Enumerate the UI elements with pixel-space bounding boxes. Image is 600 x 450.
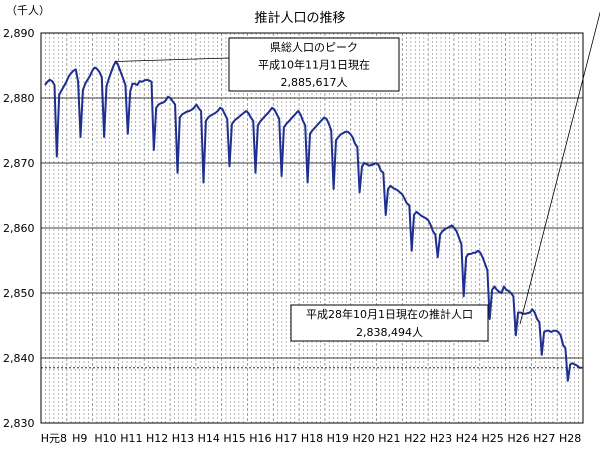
x-axis-ticks: H元8 H9 H10 H11 H12 H13 H14 H15 H16 H17 H18 H19 H20 H2… (41, 432, 581, 445)
y-tick-label: 2,890 (3, 27, 35, 40)
x-tick-label: H19 (327, 432, 349, 445)
series-layer (44, 60, 582, 382)
x-tick-label: H9 (72, 432, 87, 445)
annotation-text-peak: 平成10年11月1日現在 (258, 58, 370, 72)
x-tick-label: H16 (249, 432, 271, 445)
y-axis-ticks: 2,890 2,880 2,870 2,860 2,850 2,840 2,830 (3, 27, 35, 430)
x-tick-label: H13 (172, 432, 194, 445)
y-tick-label: 2,870 (3, 157, 35, 170)
annotation-leader-latest (519, 11, 600, 325)
annotation-text-latest: 2,838,494人 (356, 326, 423, 339)
x-tick-label: H15 (223, 432, 245, 445)
x-tick-label: H10 (94, 432, 116, 445)
x-tick-label: H14 (198, 432, 220, 445)
x-tick-label: H22 (404, 432, 426, 445)
chart-title: 推計人口の推移 (254, 10, 345, 26)
annotation-text-peak: 県総人口のピーク (270, 40, 358, 54)
y-tick-label: 2,830 (3, 417, 35, 430)
plot-frame (40, 32, 584, 424)
x-tick-label: H20 (352, 432, 374, 445)
x-tick-label: H25 (482, 432, 504, 445)
x-tick-label: H21 (378, 432, 400, 445)
annotation-box-latest (290, 304, 489, 342)
annotation-leader-peak (115, 57, 230, 62)
y-tick-label: 2,880 (3, 92, 35, 105)
y-tick-label: 2,840 (3, 352, 35, 365)
annotation-text-latest: 平成28年10月1日現在の推計人口 (306, 307, 473, 321)
population-series-line (44, 60, 582, 382)
x-tick-label: H18 (301, 432, 323, 445)
y-axis-unit-label: （千人） (6, 4, 50, 17)
x-tick-label: H11 (120, 432, 142, 445)
y-tick-label: 2,850 (3, 287, 35, 300)
x-tick-label: H23 (430, 432, 452, 445)
x-tick-label: H26 (507, 432, 529, 445)
x-tick-label: H28 (559, 432, 581, 445)
x-tick-label: H17 (275, 432, 297, 445)
y-tick-label: 2,860 (3, 222, 35, 235)
x-tick-label: H24 (456, 432, 478, 445)
annotation-text-peak: 2,885,617人 (281, 76, 348, 89)
x-tick-label: H元8 (41, 432, 67, 445)
x-tick-label: H12 (146, 432, 168, 445)
annotation-box-peak (228, 37, 400, 92)
x-tick-label: H27 (533, 432, 555, 445)
